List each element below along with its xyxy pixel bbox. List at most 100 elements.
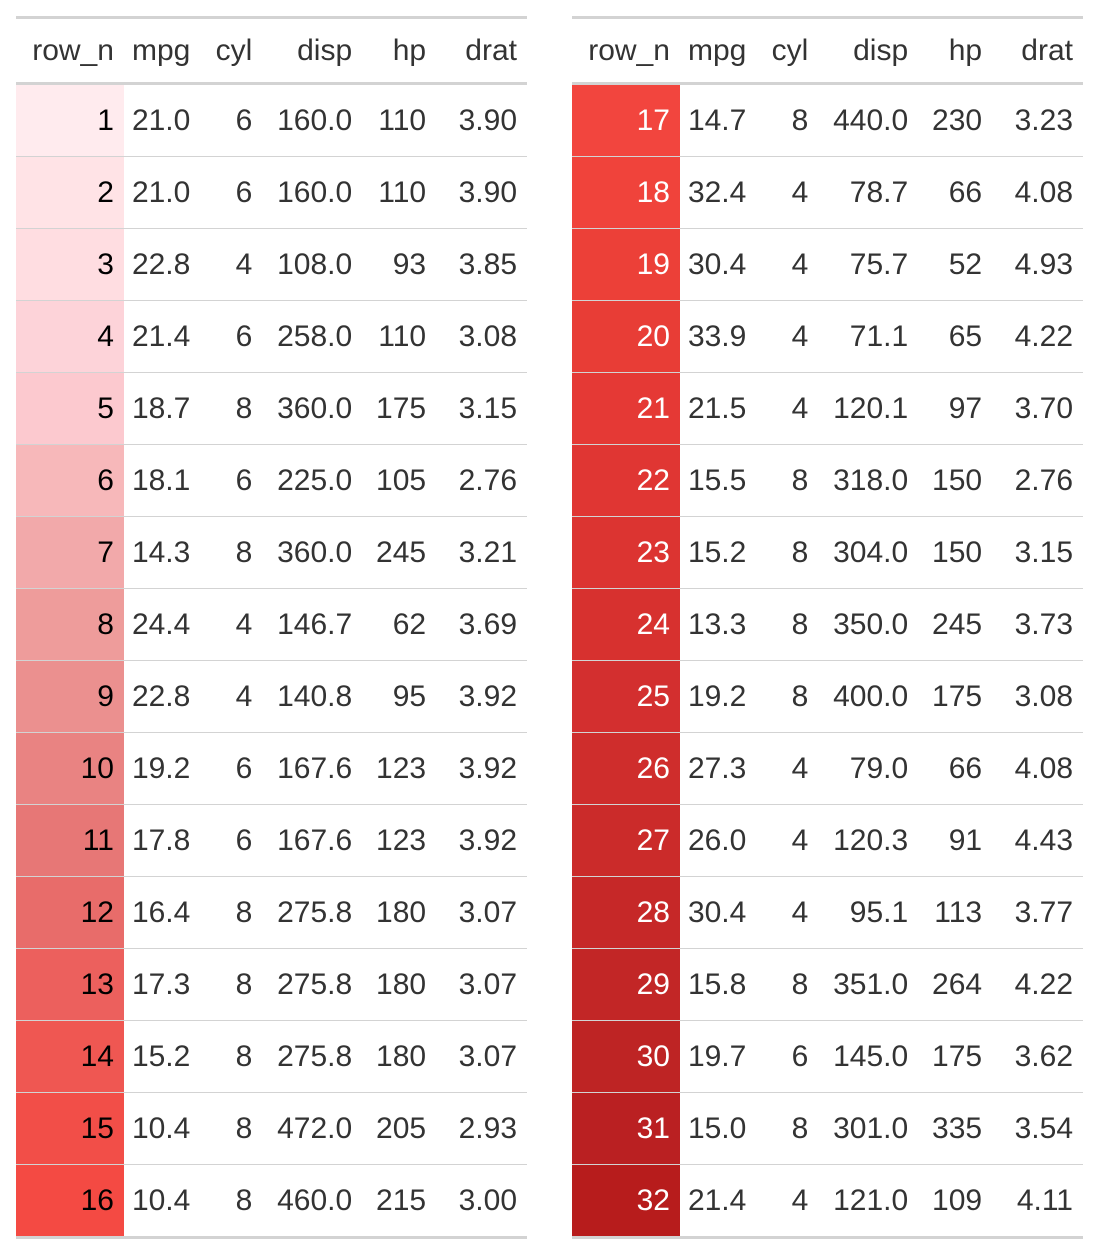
cell-disp: 351.0	[818, 948, 919, 1021]
cell-disp: 95.1	[818, 876, 919, 949]
header-row: row_n mpg cyl disp hp drat	[16, 17, 527, 85]
cell-disp: 78.7	[818, 156, 919, 229]
cell-disp: 108.0	[262, 228, 363, 301]
cell-row_n: 20	[572, 300, 680, 373]
cell-row_n: 22	[572, 444, 680, 517]
cell-drat: 3.70	[992, 372, 1083, 445]
cell-hp: 93	[362, 228, 437, 301]
cell-row_n: 2	[16, 156, 124, 229]
cell-mpg: 19.7	[679, 1020, 757, 1093]
cell-disp: 120.3	[818, 804, 919, 877]
cell-cyl: 8	[200, 1164, 263, 1238]
cell-hp: 123	[362, 804, 437, 877]
cell-row_n: 23	[572, 516, 680, 589]
cell-disp: 318.0	[818, 444, 919, 517]
cell-mpg: 32.4	[679, 156, 757, 229]
cell-row_n: 17	[572, 83, 680, 157]
cell-hp: 110	[362, 300, 437, 373]
cell-drat: 3.62	[992, 1020, 1083, 1093]
cell-drat: 3.69	[436, 588, 527, 661]
cell-row_n: 1	[16, 83, 124, 157]
column-header-hp: hp	[918, 17, 993, 85]
cell-cyl: 8	[200, 1020, 263, 1093]
cell-mpg: 22.8	[123, 660, 201, 733]
table-row: 21 21.5 4 120.1 97 3.70	[572, 372, 1083, 445]
cell-mpg: 26.0	[679, 804, 757, 877]
cell-cyl: 8	[200, 876, 263, 949]
cell-cyl: 8	[200, 1092, 263, 1165]
cell-row_n: 26	[572, 732, 680, 805]
cell-cyl: 4	[756, 876, 819, 949]
cell-drat: 4.22	[992, 300, 1083, 373]
cell-cyl: 8	[791, 103, 809, 137]
cell-row_n: 14	[16, 1020, 124, 1093]
cell-cyl: 6	[200, 444, 263, 517]
cell-disp: 167.6	[262, 804, 363, 877]
cell-mpg: 18.1	[123, 444, 201, 517]
cell-row_n: 4	[16, 300, 124, 373]
cell-hp: 230	[932, 103, 983, 137]
cell-cyl: 6	[756, 1020, 819, 1093]
cell-drat: 3.92	[436, 660, 527, 733]
cell-cyl: 4	[756, 1164, 819, 1238]
column-header-row_n: row_n	[16, 17, 124, 85]
cell-disp: 304.0	[818, 516, 919, 589]
cell-disp: 350.0	[818, 588, 919, 661]
cell-disp: 145.0	[818, 1020, 919, 1093]
cell-cyl: 8	[200, 516, 263, 589]
column-header-cyl: cyl	[756, 17, 819, 85]
cell-mpg: 21.0	[131, 103, 191, 137]
cell-drat: 3.85	[436, 228, 527, 301]
table-row: 23 15.2 8 304.0 150 3.15	[572, 516, 1083, 589]
cell-disp: 121.0	[818, 1164, 919, 1238]
cell-hp: 91	[918, 804, 993, 877]
cell-mpg: 15.8	[679, 948, 757, 1021]
cell-row_n: 9	[16, 660, 124, 733]
table-row: 12 16.4 8 275.8 180 3.07	[16, 876, 527, 949]
cell-row_n: 12	[16, 876, 124, 949]
column-header-row_n: row_n	[572, 17, 680, 85]
cell-hp: 123	[362, 732, 437, 805]
cell-cyl: 6	[200, 732, 263, 805]
cell-cyl: 8	[200, 948, 263, 1021]
cell-row_n: 31	[572, 1092, 680, 1165]
table-row: 28 30.4 4 95.1 113 3.77	[572, 876, 1083, 949]
cell-mpg: 21.4	[679, 1164, 757, 1238]
cell-drat: 4.11	[992, 1164, 1083, 1238]
cell-drat: 3.23	[1014, 103, 1073, 137]
column-header-drat: drat	[436, 17, 527, 85]
cell-hp: 205	[362, 1092, 437, 1165]
cell-mpg: 27.3	[679, 732, 757, 805]
column-header-drat: drat	[992, 17, 1083, 85]
cell-drat: 3.15	[436, 372, 527, 445]
cell-mpg: 33.9	[679, 300, 757, 373]
cell-row_n: 28	[572, 876, 680, 949]
cell-hp: 62	[362, 588, 437, 661]
cell-cyl: 6	[235, 103, 253, 137]
cell-row_n: 18	[572, 156, 680, 229]
cell-hp: 109	[918, 1164, 993, 1238]
cell-hp: 95	[362, 660, 437, 733]
cell-mpg: 19.2	[679, 660, 757, 733]
cell-drat: 4.93	[992, 228, 1083, 301]
table-row: 4 21.4 6 258.0 110 3.08	[16, 300, 527, 373]
cell-row_n: 15	[16, 1092, 124, 1165]
cell-row_n: 25	[572, 660, 680, 733]
cell-row_n: 13	[16, 948, 124, 1021]
table-row: 24 13.3 8 350.0 245 3.73	[572, 588, 1083, 661]
table-row: 20 33.9 4 71.1 65 4.22	[572, 300, 1083, 373]
cell-mpg: 15.2	[123, 1020, 201, 1093]
cell-cyl: 4	[756, 372, 819, 445]
cell-mpg: 10.4	[123, 1164, 201, 1238]
cell-mpg: 21.0	[123, 156, 201, 229]
cell-cyl: 8	[756, 444, 819, 517]
cell-drat: 4.43	[992, 804, 1083, 877]
cell-disp: 301.0	[818, 1092, 919, 1165]
cell-mpg: 24.4	[123, 588, 201, 661]
table-row: 18 32.4 4 78.7 66 4.08	[572, 156, 1083, 229]
cell-disp: 75.7	[818, 228, 919, 301]
table-row: 19 30.4 4 75.7 52 4.93	[572, 228, 1083, 301]
table-row: 16 10.4 8 460.0 215 3.00	[16, 1164, 527, 1238]
cell-drat: 3.90	[458, 103, 517, 137]
column-header-mpg: mpg	[123, 17, 201, 85]
